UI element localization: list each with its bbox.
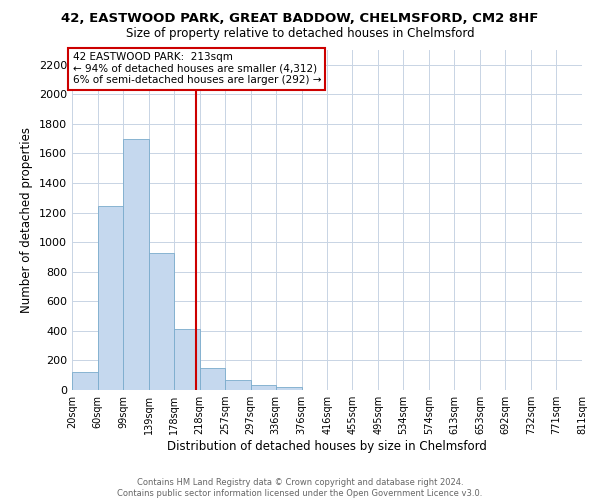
Bar (200, 368, 225, 390)
Text: 42, EASTWOOD PARK, GREAT BADDOW, CHELMSFORD, CM2 8HF: 42, EASTWOOD PARK, GREAT BADDOW, CHELMSF… (61, 12, 539, 26)
Bar (98, 206, 123, 390)
Bar (123, 140, 149, 390)
Bar (174, 330, 200, 390)
Text: Size of property relative to detached houses in Chelmsford: Size of property relative to detached ho… (125, 28, 475, 40)
Bar (225, 380, 251, 390)
Bar (276, 387, 302, 390)
X-axis label: Distribution of detached houses by size in Chelmsford: Distribution of detached houses by size … (167, 440, 487, 453)
Bar (251, 385, 276, 390)
Text: Contains HM Land Registry data © Crown copyright and database right 2024.
Contai: Contains HM Land Registry data © Crown c… (118, 478, 482, 498)
Text: 42 EASTWOOD PARK:  213sqm
← 94% of detached houses are smaller (4,312)
6% of sem: 42 EASTWOOD PARK: 213sqm ← 94% of detach… (73, 52, 321, 86)
Y-axis label: Number of detached properties: Number of detached properties (20, 127, 34, 313)
Bar (72, 372, 98, 390)
Bar (149, 252, 174, 390)
